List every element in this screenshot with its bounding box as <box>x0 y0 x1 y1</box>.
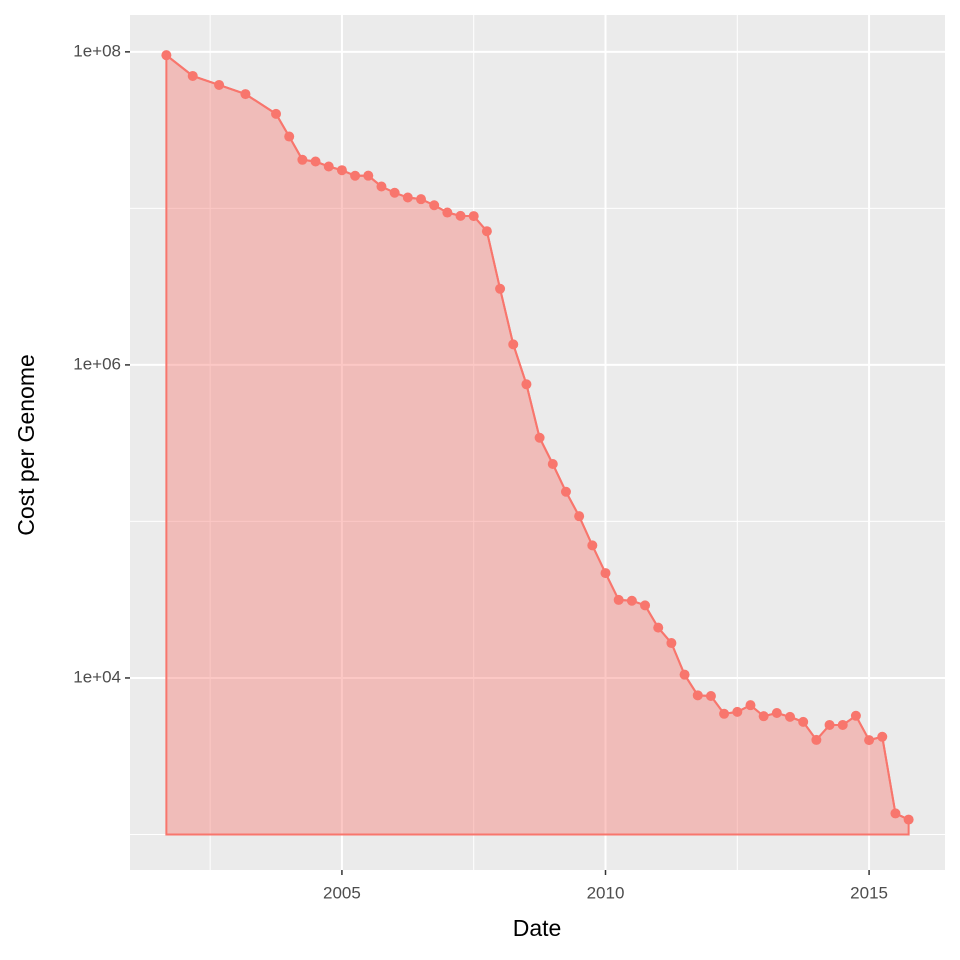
point <box>336 165 347 176</box>
point <box>850 710 861 721</box>
point <box>600 568 611 579</box>
point <box>429 200 440 211</box>
point <box>626 595 637 606</box>
y-tick-label: 1e+08 <box>73 41 121 60</box>
point <box>534 432 545 443</box>
point <box>679 669 690 680</box>
point <box>653 622 664 633</box>
point <box>877 731 888 742</box>
point <box>547 459 558 470</box>
x-tick-label: 2010 <box>587 883 625 902</box>
point <box>798 716 809 727</box>
point <box>402 192 413 203</box>
point <box>214 79 225 90</box>
point <box>455 210 466 221</box>
point <box>442 207 453 218</box>
y-tick-label: 1e+04 <box>73 667 121 686</box>
point <box>363 170 374 181</box>
y-axis-title: Cost per Genome <box>13 354 39 536</box>
point <box>837 719 848 730</box>
point <box>415 194 426 205</box>
point <box>903 814 914 825</box>
point <box>666 638 677 649</box>
point <box>587 540 598 551</box>
x-tick-label: 2005 <box>323 883 361 902</box>
panel <box>130 15 945 870</box>
point <box>613 594 624 605</box>
point <box>297 154 308 165</box>
point <box>811 734 822 745</box>
point <box>560 486 571 497</box>
point <box>705 691 716 702</box>
point <box>890 808 901 819</box>
point <box>824 719 835 730</box>
x-tick-label: 2015 <box>850 883 888 902</box>
point <box>732 706 743 717</box>
point <box>864 735 875 746</box>
point <box>574 511 585 522</box>
point <box>481 226 492 237</box>
point <box>240 89 251 100</box>
point <box>376 181 387 192</box>
point <box>389 187 400 198</box>
point <box>161 50 172 61</box>
point <box>758 711 769 722</box>
x-axis-title: Date <box>513 915 562 941</box>
point <box>323 161 334 172</box>
point <box>640 600 651 611</box>
point <box>692 690 703 701</box>
point <box>310 156 321 167</box>
point <box>521 379 532 390</box>
point <box>495 283 506 294</box>
point <box>508 339 519 350</box>
point <box>271 108 282 119</box>
point <box>284 131 295 142</box>
point <box>468 211 479 222</box>
y-tick-label: 1e+06 <box>73 354 121 373</box>
point <box>719 708 730 719</box>
point <box>785 711 796 722</box>
point <box>350 170 361 181</box>
point <box>771 708 782 719</box>
point <box>745 700 756 711</box>
point <box>187 70 198 81</box>
